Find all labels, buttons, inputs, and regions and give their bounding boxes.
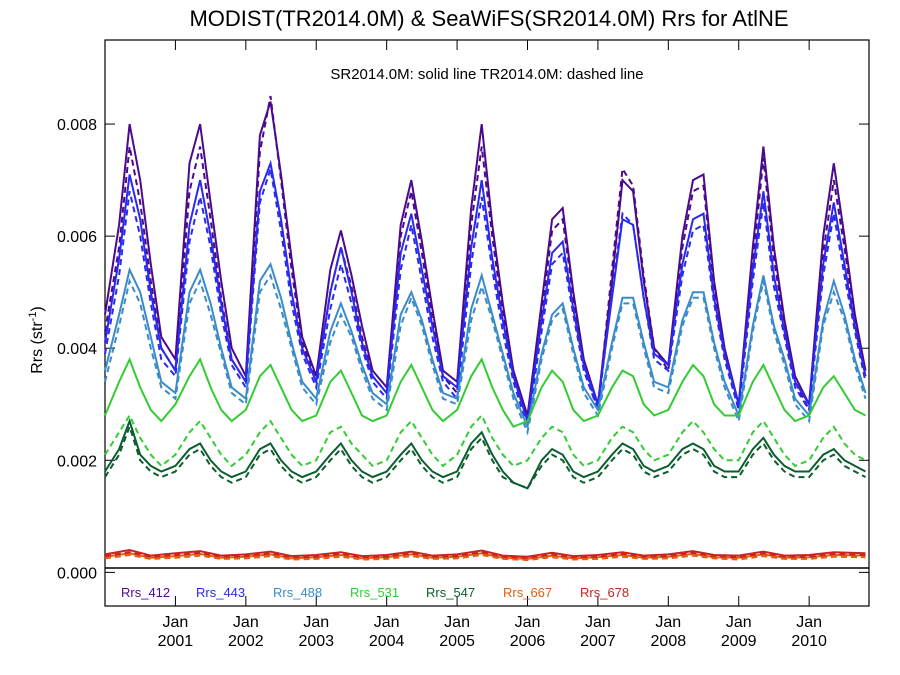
series-rrs-547 [104,418,866,490]
legend: Rrs_412 Rrs_443 Rrs_488 Rrs_531 Rrs_547 Rrs_6… [121,585,629,600]
x-tick-year: 2002 [228,633,264,650]
x-tick-month: Jan [515,614,541,631]
plot-frame [104,39,870,607]
x-tick-month: Jan [163,614,189,631]
y-tick-label: 0.002 [57,453,97,470]
series-line-solid-rrs-488 [104,261,867,431]
series-line-dashed-rrs-667 [104,553,866,562]
y-axis-ticks: 0.000 0.002 0.004 0.006 0.008 [57,117,869,582]
legend-entry-rrs-667: Rrs_667 [503,585,552,600]
x-tick-month: Jan [726,614,752,631]
y-tick-label: 0.000 [57,565,97,582]
y-axis-label: Rrs (str-1) [27,306,46,374]
x-tick-year: 2007 [580,633,616,650]
series-line-solid-rrs-531 [104,356,866,428]
x-tick-month: Jan [303,614,329,631]
legend-entry-rrs-443: Rrs_443 [196,585,245,600]
legend-entry-rrs-488: Rrs_488 [273,585,322,600]
legend-entry-rrs-412: Rrs_412 [121,585,170,600]
x-tick-year: 2010 [791,633,827,650]
x-tick-year: 2004 [369,633,405,650]
series-rrs-412 [104,95,867,422]
x-tick-month: Jan [444,614,470,631]
x-tick-month: Jan [374,614,400,631]
legend-entry-rrs-678: Rrs_678 [580,585,629,600]
series-layer [104,95,867,562]
legend-entry-rrs-547: Rrs_547 [426,585,475,600]
x-tick-month: Jan [585,614,611,631]
x-tick-month: Jan [796,614,822,631]
x-tick-year: 2008 [651,633,687,650]
x-tick-year: 2006 [510,633,546,650]
series-line-dashed-rrs-678 [104,551,866,559]
x-axis-ticks: Jan 2001 Jan 2002 Jan 2003 Jan 2004 Jan 2005 Jan 20… [158,40,827,650]
y-axis-label-close: ) [29,306,46,311]
series-line-solid-rrs-443 [104,159,867,422]
y-tick-label: 0.004 [57,341,97,358]
x-tick-month: Jan [233,614,259,631]
series-rrs-678 [104,548,866,559]
y-tick-label: 0.006 [57,229,97,246]
x-tick-year: 2009 [721,633,757,650]
series-rrs-531 [104,356,866,468]
y-axis-label-exponent: -1 [27,312,39,322]
line-style-annotation: SR2014.0M: solid line TR2014.0M: dashed … [330,66,643,83]
x-tick-month: Jan [655,614,681,631]
y-axis-label-text: Rrs (str [29,321,46,374]
series-rrs-488 [104,261,867,436]
series-line-dashed-rrs-547 [104,423,866,490]
chart-title: MODIST(TR2014.0M) & SeaWiFS(SR2014.0M) R… [189,6,788,31]
y-tick-label: 0.008 [57,117,97,134]
legend-entry-rrs-531: Rrs_531 [350,585,399,600]
series-line-solid-rrs-678 [104,548,866,558]
x-tick-year: 2001 [158,633,194,650]
series-line-dashed-rrs-443 [104,168,867,427]
x-tick-year: 2005 [439,633,475,650]
series-rrs-443 [104,159,867,427]
series-line-solid-rrs-547 [104,418,866,490]
x-tick-year: 2003 [298,633,334,650]
